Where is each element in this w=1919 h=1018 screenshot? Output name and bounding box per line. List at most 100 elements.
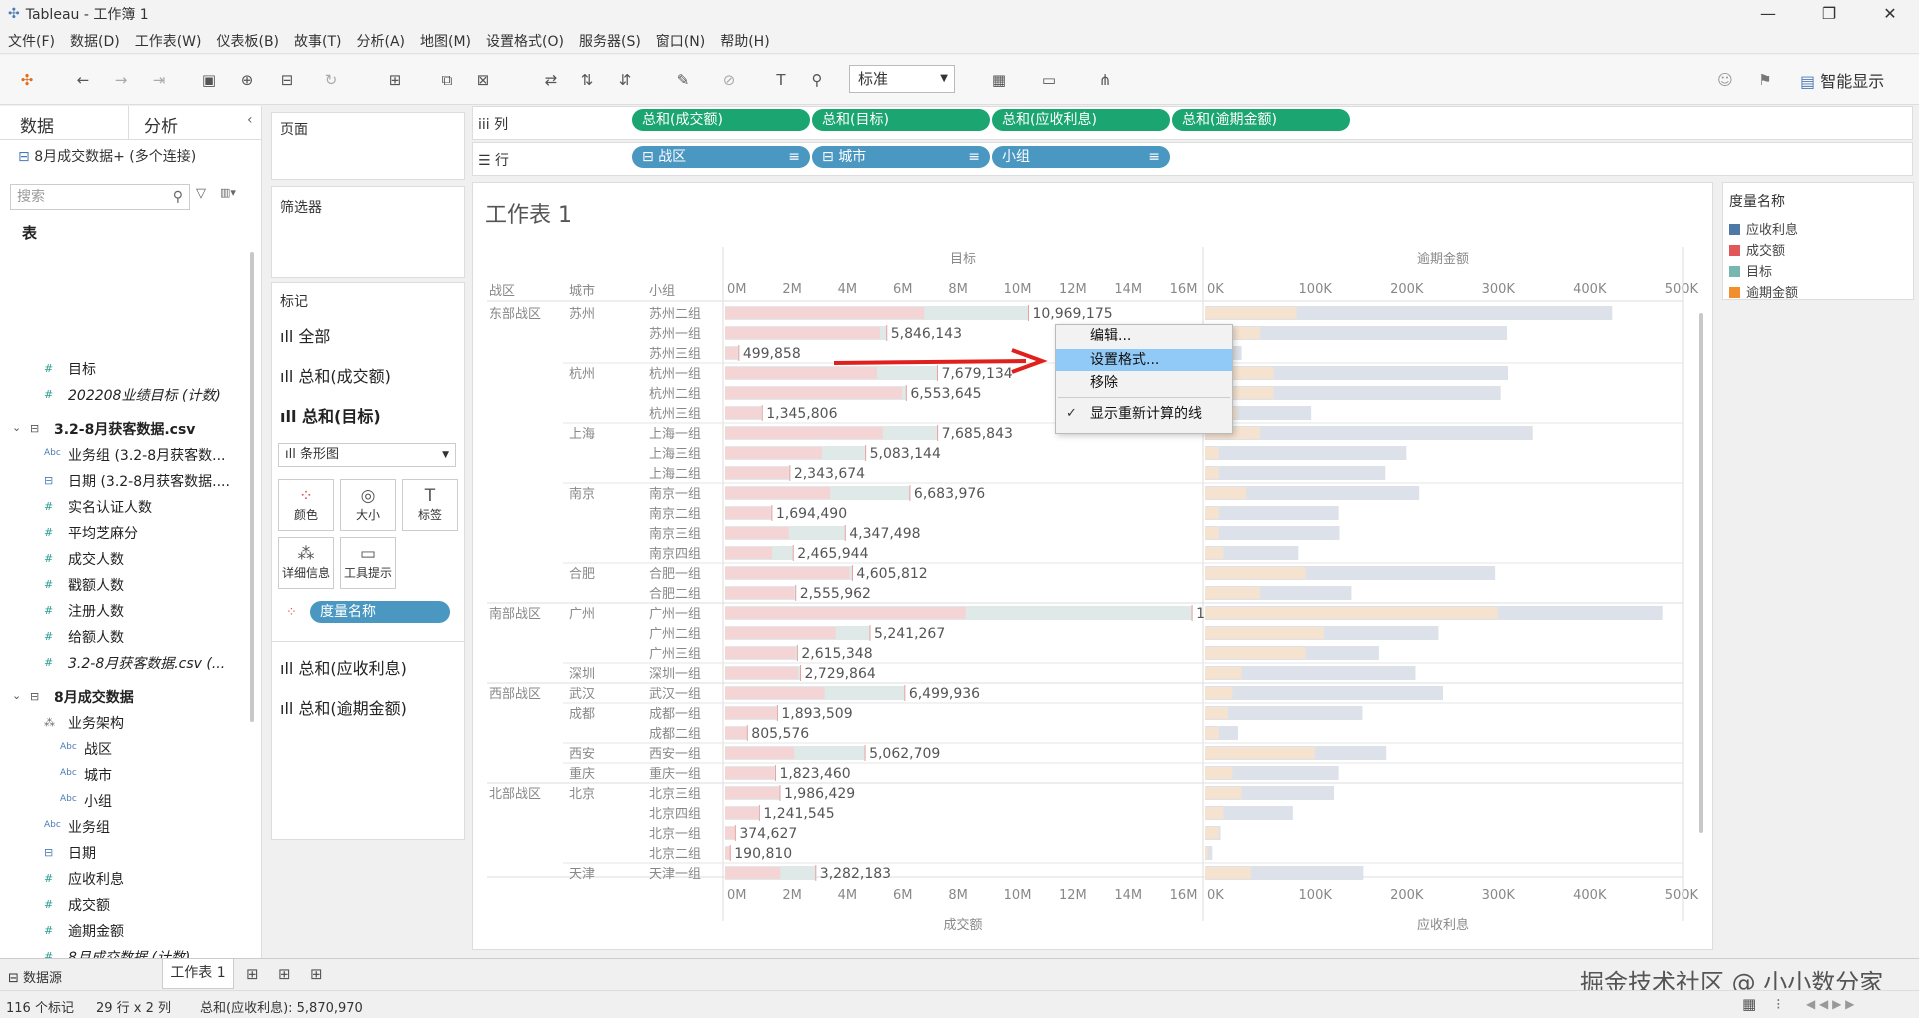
- new-worksheet-icon[interactable]: ⊞: [246, 965, 259, 983]
- minimize-icon[interactable]: —: [1760, 4, 1776, 23]
- clear-sheet-icon[interactable]: ⊠: [476, 71, 490, 89]
- new-sheet-icon[interactable]: ⊞: [388, 71, 402, 89]
- tab-sheet-1[interactable]: 工作表 1: [162, 959, 234, 989]
- mark-type-select[interactable]: ıll 条形图 ▼: [278, 443, 456, 467]
- fit-select[interactable]: 标准 ▼: [849, 65, 955, 93]
- menu-map[interactable]: 地图(M): [420, 33, 472, 50]
- menu-dashboard[interactable]: 仪表板(B): [216, 33, 280, 50]
- measure-names-pill[interactable]: 度量名称: [310, 601, 450, 623]
- legend-item-overdue[interactable]: 逾期金额: [1729, 282, 1798, 301]
- collapse-pane-icon[interactable]: ‹: [247, 112, 253, 128]
- menu-file[interactable]: 文件(F): [8, 33, 55, 50]
- filter-icon[interactable]: ▽: [196, 186, 206, 201]
- field-item[interactable]: 3.2-8月获客数据.csv: [54, 422, 196, 438]
- field-item[interactable]: 小组: [84, 794, 112, 810]
- datasource-item[interactable]: ⊟ 8月成交数据+ (多个连接): [18, 146, 196, 166]
- chevron-down-icon[interactable]: ⌄: [12, 421, 22, 434]
- close-icon[interactable]: ✕: [1883, 4, 1897, 23]
- filmstrip-icon[interactable]: ⁝: [1776, 995, 1781, 1013]
- menu-data[interactable]: 数据(D): [69, 33, 120, 50]
- redo-icon[interactable]: →: [114, 71, 128, 89]
- menu-item-show-recalc-line[interactable]: 显示重新计算的线: [1090, 406, 1202, 422]
- nav-arrows-icon[interactable]: ◀ ◀ ▶ ▶: [1806, 997, 1855, 1011]
- menu-format[interactable]: 设置格式(O): [486, 33, 564, 50]
- field-item[interactable]: 目标: [68, 362, 96, 378]
- column-pill-sum-deal[interactable]: 总和(成交额): [632, 109, 810, 131]
- save-icon[interactable]: ▣: [201, 71, 217, 89]
- menu-help[interactable]: 帮助(H): [720, 33, 770, 50]
- tab-data[interactable]: 数据: [20, 117, 54, 137]
- presentation-icon[interactable]: ▭: [1041, 71, 1057, 89]
- field-item[interactable]: 战区: [84, 742, 112, 758]
- refresh-icon[interactable]: ↻: [324, 71, 338, 89]
- marks-sum-overdue[interactable]: ıll 总和(逾期金额): [280, 699, 407, 718]
- marks-all[interactable]: ıll 全部: [280, 327, 331, 346]
- column-pill-sum-interest[interactable]: 总和(应收利息): [992, 109, 1170, 131]
- field-item[interactable]: 成交人数: [68, 552, 124, 568]
- replay-icon[interactable]: ⇥: [152, 71, 166, 89]
- field-item[interactable]: 8月成交数据: [54, 690, 134, 706]
- tab-analysis[interactable]: 分析: [144, 117, 178, 137]
- size-button[interactable]: ◎ 大小: [340, 479, 396, 531]
- detail-button[interactable]: ⁂ 详细信息: [278, 537, 334, 589]
- pages-card[interactable]: 页面: [271, 112, 465, 180]
- menu-analysis[interactable]: 分析(A): [356, 33, 406, 50]
- new-datasource-icon[interactable]: ⊕: [240, 71, 254, 89]
- group-icon[interactable]: ⊘: [722, 71, 736, 89]
- highlight-icon[interactable]: ✎: [676, 71, 690, 89]
- field-item[interactable]: 戳额人数: [68, 578, 124, 594]
- field-item[interactable]: 业务组 (3.2-8月获客数...: [68, 448, 226, 464]
- pin-icon[interactable]: ⚲: [811, 71, 823, 89]
- chevron-down-icon[interactable]: ⌄: [12, 689, 22, 702]
- sort-asc-icon[interactable]: ⇅: [580, 71, 594, 89]
- field-item[interactable]: 逾期金额: [68, 924, 124, 940]
- field-item[interactable]: 日期: [68, 846, 96, 862]
- field-item[interactable]: 3.2-8月获客数据.csv (...: [68, 656, 226, 672]
- label-button[interactable]: T 标签: [402, 479, 458, 531]
- new-story-icon[interactable]: ⊞: [310, 965, 323, 983]
- undo-icon[interactable]: ←: [76, 71, 90, 89]
- field-item[interactable]: 202208业绩目标 (计数): [68, 388, 221, 404]
- tab-datasource[interactable]: ⊟ 数据源: [8, 967, 62, 986]
- legend-item-target[interactable]: 目标: [1729, 261, 1772, 280]
- menu-server[interactable]: 服务器(S): [578, 33, 641, 50]
- marks-sum-deal[interactable]: ıll 总和(成交额): [280, 367, 391, 386]
- field-item[interactable]: 给额人数: [68, 630, 124, 646]
- marks-sum-interest[interactable]: ıll 总和(应收利息): [280, 659, 407, 678]
- field-item[interactable]: 实名认证人数: [68, 500, 152, 516]
- column-pill-sum-target[interactable]: 总和(目标): [812, 109, 990, 131]
- menu-item-edit[interactable]: 编辑...: [1090, 328, 1132, 344]
- duplicate-icon[interactable]: ⧉: [441, 71, 453, 89]
- marks-sum-target[interactable]: ıll 总和(目标): [280, 407, 381, 426]
- legend-item-deal[interactable]: 成交额: [1729, 240, 1785, 259]
- swap-icon[interactable]: ⇄: [544, 71, 558, 89]
- field-item[interactable]: 业务组: [68, 820, 110, 836]
- menu-item-format[interactable]: 设置格式...: [1056, 349, 1232, 371]
- field-item[interactable]: 注册人数: [68, 604, 124, 620]
- pause-update-icon[interactable]: ⊟: [280, 71, 294, 89]
- grid-view-icon[interactable]: ▦: [1742, 995, 1757, 1013]
- field-item[interactable]: 应收利息: [68, 872, 124, 888]
- search-input[interactable]: 搜索 ⚲: [10, 184, 190, 210]
- field-item[interactable]: 平均芝麻分: [68, 526, 138, 542]
- bot-icon[interactable]: ☺: [1717, 71, 1733, 89]
- field-item[interactable]: 成交额: [68, 898, 110, 914]
- field-item[interactable]: 业务架构: [68, 716, 124, 732]
- row-pill-city[interactable]: ⊟ 城市 ≡: [812, 146, 990, 168]
- color-button[interactable]: ⁘ 颜色: [278, 479, 334, 531]
- share-icon[interactable]: ⋔: [1098, 71, 1112, 89]
- menu-worksheet[interactable]: 工作表(W): [134, 33, 202, 50]
- menu-story[interactable]: 故事(T): [294, 33, 342, 50]
- new-dashboard-icon[interactable]: ⊞: [278, 965, 291, 983]
- restore-icon[interactable]: ❐: [1821, 4, 1837, 23]
- pointer-icon[interactable]: ⚑: [1758, 71, 1772, 89]
- smart-show-button[interactable]: ▤ 智能显示: [1800, 68, 1884, 92]
- column-pill-sum-overdue[interactable]: 总和(逾期金额): [1172, 109, 1350, 131]
- legend-item-interest[interactable]: 应收利息: [1729, 219, 1798, 238]
- menu-item-remove[interactable]: 移除: [1090, 375, 1118, 391]
- field-item[interactable]: 城市: [84, 768, 112, 784]
- tooltip-button[interactable]: ▭ 工具提示: [340, 537, 396, 589]
- show-cards-icon[interactable]: ▦: [991, 71, 1007, 89]
- tableau-home-icon[interactable]: ✣: [20, 71, 34, 89]
- data-pane-scrollbar[interactable]: [250, 252, 254, 722]
